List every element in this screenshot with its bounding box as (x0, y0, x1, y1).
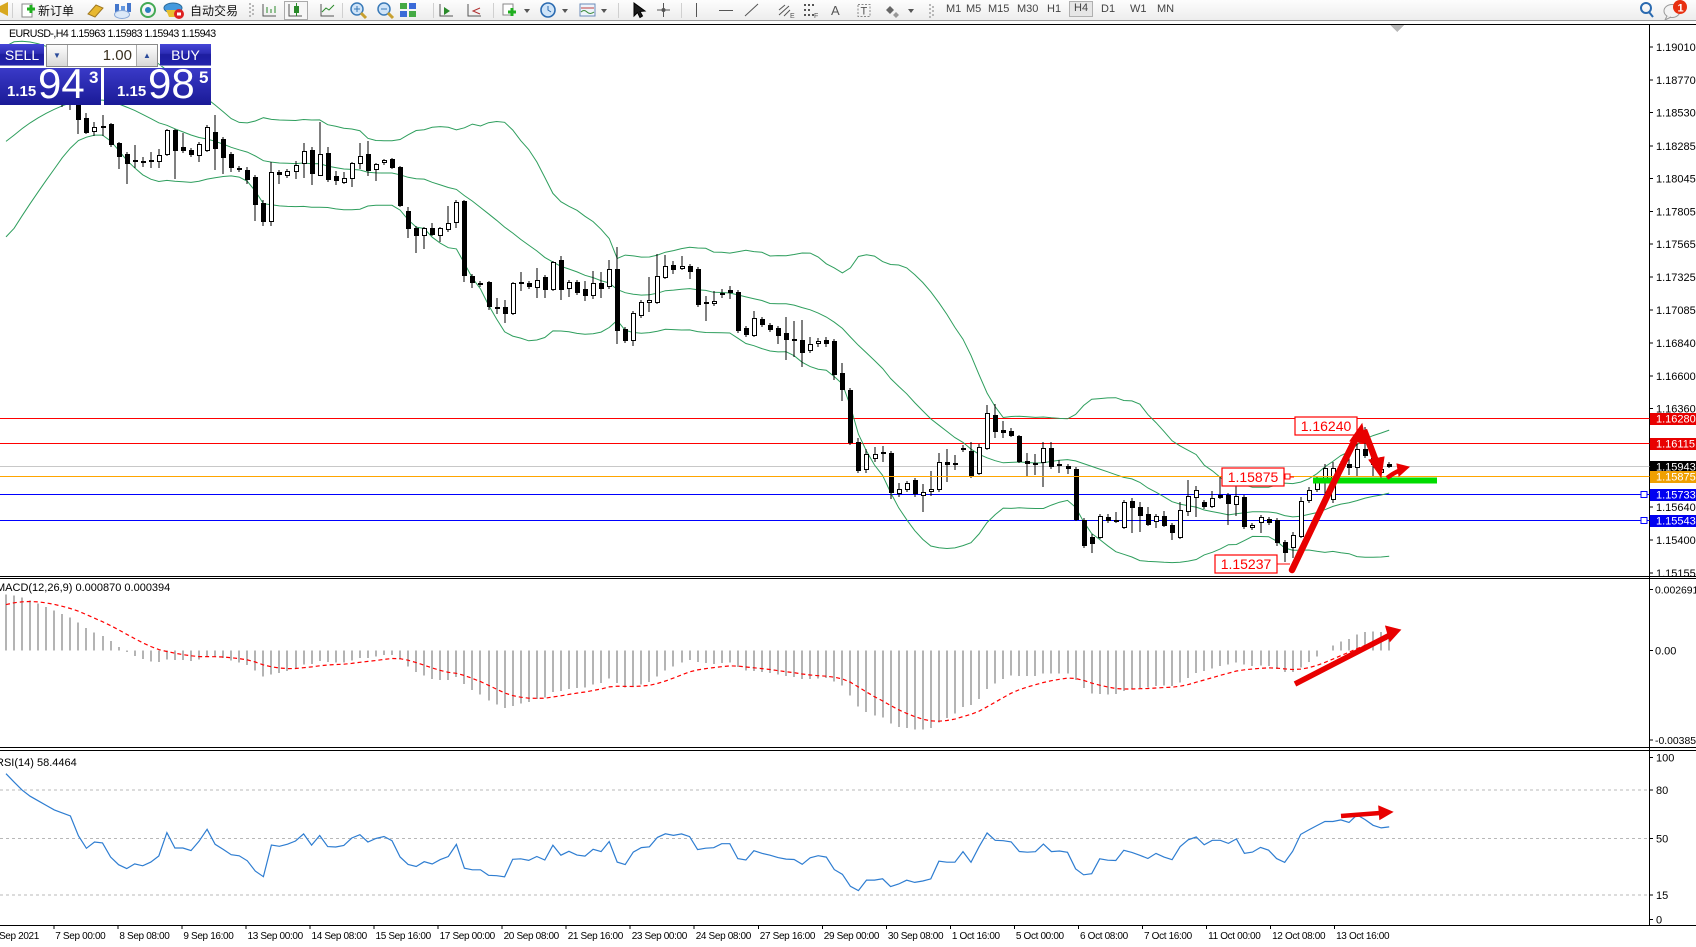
svg-text:RSI(14) 58.4464: RSI(14) 58.4464 (0, 757, 77, 769)
svg-text:13 Oct 16:00: 13 Oct 16:00 (1336, 931, 1390, 942)
svg-text:0: 0 (1656, 915, 1662, 927)
svg-text:50: 50 (1656, 834, 1668, 846)
svg-text:1.15640: 1.15640 (1656, 502, 1696, 514)
svg-text:1: 1 (1678, 3, 1684, 15)
svg-text:0.002691: 0.002691 (1655, 586, 1696, 597)
svg-text:6 Oct 08:00: 6 Oct 08:00 (1080, 931, 1129, 942)
svg-text:1.17565: 1.17565 (1656, 239, 1696, 251)
svg-text:80: 80 (1656, 785, 1668, 797)
svg-text:15: 15 (1656, 890, 1668, 902)
svg-text:24 Sep 08:00: 24 Sep 08:00 (696, 931, 752, 942)
svg-text:7 Sep 00:00: 7 Sep 00:00 (55, 931, 106, 942)
svg-text:1.16360: 1.16360 (1656, 404, 1696, 416)
svg-text:F: F (814, 13, 818, 20)
svg-text:T: T (861, 6, 868, 18)
svg-text:1.15733: 1.15733 (1656, 490, 1696, 502)
svg-text:E: E (790, 13, 795, 20)
svg-text:8 Sep 08:00: 8 Sep 08:00 (119, 931, 170, 942)
svg-text:11 Oct 00:00: 11 Oct 00:00 (1208, 931, 1261, 942)
svg-text:1.18770: 1.18770 (1656, 75, 1696, 87)
svg-text:1.16600: 1.16600 (1656, 371, 1696, 383)
svg-text:7 Oct 16:00: 7 Oct 16:00 (1144, 931, 1193, 942)
svg-text:23 Sep 00:00: 23 Sep 00:00 (632, 931, 688, 942)
svg-text:1.15943: 1.15943 (1656, 462, 1696, 474)
svg-text:1.16115: 1.16115 (1656, 439, 1695, 451)
svg-text:1.16240: 1.16240 (1301, 418, 1352, 434)
svg-text:1.15875: 1.15875 (1228, 469, 1279, 485)
svg-text:13 Sep 00:00: 13 Sep 00:00 (248, 931, 304, 942)
svg-text:1.18530: 1.18530 (1656, 108, 1696, 120)
svg-text:29 Sep 00:00: 29 Sep 00:00 (824, 931, 880, 942)
svg-text:20 Sep 08:00: 20 Sep 08:00 (504, 931, 560, 942)
svg-text:17 Sep 00:00: 17 Sep 00:00 (440, 931, 496, 942)
svg-text:1.17085: 1.17085 (1656, 305, 1696, 317)
svg-text:21 Sep 16:00: 21 Sep 16:00 (568, 931, 624, 942)
svg-text:1.17325: 1.17325 (1656, 272, 1696, 284)
svg-text:1.16840: 1.16840 (1656, 338, 1696, 350)
svg-text:12 Oct 08:00: 12 Oct 08:00 (1272, 931, 1326, 942)
svg-text:1.15237: 1.15237 (1221, 556, 1272, 572)
svg-text:1.15875: 1.15875 (1656, 472, 1696, 484)
svg-text:1.15400: 1.15400 (1656, 535, 1696, 547)
svg-text:自动交易: 自动交易 (190, 3, 238, 18)
svg-text:1.15543: 1.15543 (1656, 516, 1696, 528)
svg-text:MACD(12,26,9) 0.000870 0.00039: MACD(12,26,9) 0.000870 0.000394 (0, 582, 170, 594)
svg-text:1.15155: 1.15155 (1656, 568, 1696, 580)
svg-text:EURUSD-,H4 1.15963 1.15983 1.: EURUSD-,H4 1.15963 1.15983 1.15943 1.159… (9, 28, 216, 40)
svg-text:-0.00385: -0.00385 (1655, 736, 1696, 747)
svg-text:1.16280: 1.16280 (1656, 414, 1696, 426)
svg-text:0.00: 0.00 (1655, 646, 1676, 658)
svg-text:14 Sep 08:00: 14 Sep 08:00 (312, 931, 368, 942)
svg-text:新订单: 新订单 (38, 3, 74, 18)
svg-text:1.18285: 1.18285 (1656, 141, 1696, 153)
svg-text:30 Sep 08:00: 30 Sep 08:00 (888, 931, 944, 942)
svg-text:9 Sep 16:00: 9 Sep 16:00 (183, 931, 234, 942)
svg-text:6 Sep 2021: 6 Sep 2021 (0, 931, 40, 942)
svg-text:5 Oct 00:00: 5 Oct 00:00 (1016, 931, 1065, 942)
svg-text:27 Sep 16:00: 27 Sep 16:00 (760, 931, 816, 942)
svg-text:100: 100 (1656, 753, 1674, 765)
svg-text:1.18045: 1.18045 (1656, 174, 1696, 186)
svg-text:1.17805: 1.17805 (1656, 207, 1696, 219)
svg-text:A: A (831, 3, 840, 18)
svg-text:15 Sep 16:00: 15 Sep 16:00 (376, 931, 432, 942)
svg-text:1 Oct 16:00: 1 Oct 16:00 (952, 931, 1001, 942)
svg-text:1.19010: 1.19010 (1656, 42, 1696, 54)
